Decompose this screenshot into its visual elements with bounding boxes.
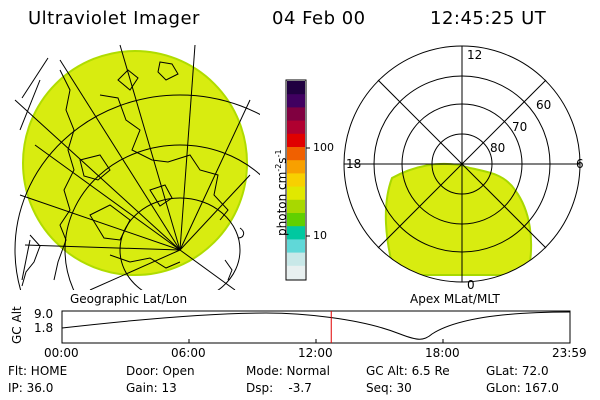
info-glat: GLat: 72.0 <box>486 364 549 378</box>
time-label: 12:45:25 UT <box>430 8 547 29</box>
info-gain: Gain: 13 <box>126 381 177 395</box>
info-gc-alt: GC Alt: 6.5 Re <box>366 364 450 378</box>
timeline-xtick-4: 23:59 <box>552 346 587 360</box>
colorbar-segment <box>287 147 305 161</box>
colorbar-segment <box>287 239 305 254</box>
mlt-label-0: 0 <box>467 278 475 292</box>
apex-caption: Apex MLat/MLT <box>410 292 500 306</box>
colorbar-tick-10: 10 <box>313 229 327 242</box>
aurora-image-geographic <box>22 50 248 276</box>
colorbar-tick-100: 100 <box>313 141 334 154</box>
info-seq: Seq: 30 <box>366 381 412 395</box>
colorbar-segment <box>287 133 305 148</box>
timeline-xtick-1: 06:00 <box>171 346 206 360</box>
map-edge-lines <box>19 57 49 281</box>
info-flight: Flt: HOME <box>8 364 68 378</box>
info-mode: Mode: Normal <box>246 364 330 378</box>
gc-alt-curve <box>61 311 571 340</box>
colorbar-segment <box>287 173 305 188</box>
timeline-ytick-low: 1.8 <box>34 321 54 335</box>
mlat-label-60: 60 <box>536 98 552 112</box>
info-door: Door: Open <box>126 364 195 378</box>
coastlines <box>21 61 245 287</box>
aurora-image-polar <box>384 162 533 276</box>
mlt-label-12: 12 <box>467 48 483 62</box>
timeline-xtick-0: 00:00 <box>44 346 79 360</box>
timeline-plot <box>61 310 571 344</box>
app-title: Ultraviolet Imager <box>28 8 200 29</box>
colorbar-segment <box>287 160 305 174</box>
colorbar-segment <box>287 252 305 267</box>
mlt-label-18: 18 <box>346 157 362 171</box>
colorbar-unit-label: photon cm-2s-1 <box>274 149 289 236</box>
mlat-label-70: 70 <box>512 120 528 134</box>
colorbar-segment <box>287 81 305 95</box>
geographic-caption: Geographic Lat/Lon <box>70 292 188 306</box>
colorbar-ticks <box>306 147 310 237</box>
colorbar-segment <box>287 226 305 240</box>
colorbar-segment <box>287 199 305 214</box>
mlt-label-6: 6 <box>576 157 584 171</box>
timeline-x-ticks <box>61 339 571 343</box>
date-label: 04 Feb 00 <box>272 8 366 29</box>
colorbar-segment <box>287 186 305 201</box>
colorbar-segment <box>287 94 305 108</box>
geographic-grid <box>14 44 260 290</box>
info-glon: GLon: 167.0 <box>486 381 559 395</box>
mlat-label-80: 80 <box>490 141 506 155</box>
info-ip: IP: 36.0 <box>8 381 54 395</box>
colorbar-segment <box>287 107 305 122</box>
timeline-axis-label: GC Alt <box>10 306 24 344</box>
colorbar-segment <box>287 265 305 280</box>
geographic-map <box>14 44 260 290</box>
colorbar-segment <box>287 120 305 135</box>
colorbar <box>285 79 307 281</box>
apex-polar-plot <box>343 45 581 283</box>
timeline-xtick-2: 12:00 <box>298 346 333 360</box>
colorbar-segment <box>287 213 305 227</box>
timeline-xtick-3: 18:00 <box>425 346 460 360</box>
timeline-ytick-high: 9.0 <box>34 307 54 321</box>
info-dsp: Dsp: -3.7 <box>246 381 312 395</box>
